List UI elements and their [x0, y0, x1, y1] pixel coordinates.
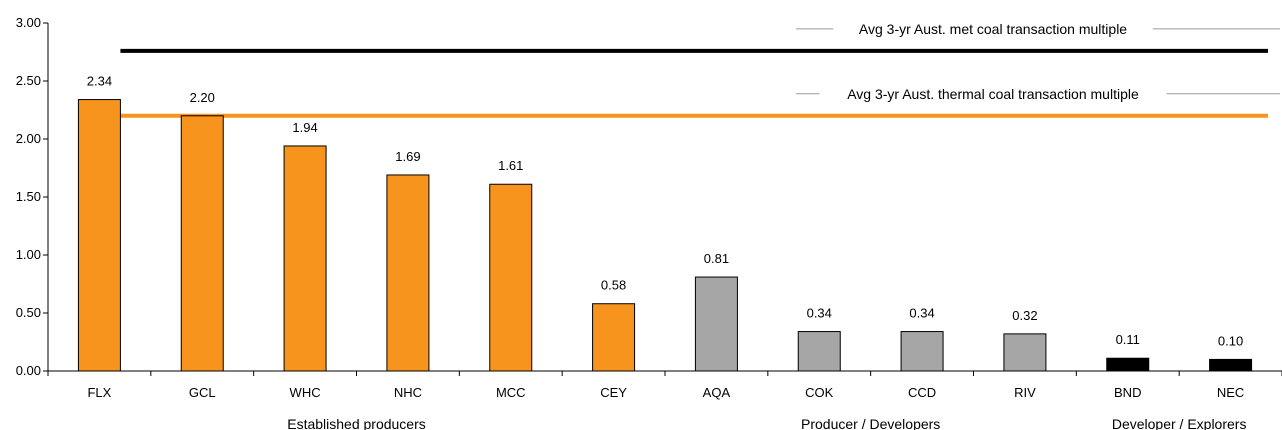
bar-whc	[283, 145, 327, 372]
bar-riv	[1003, 333, 1047, 372]
group-labels: Established producers Producer / Develope…	[287, 416, 1246, 430]
category-label: AQA	[703, 385, 731, 400]
reference-label: Avg 3-yr Aust. thermal coal transaction …	[847, 86, 1139, 102]
value-label: 2.20	[190, 90, 215, 105]
value-label: 0.11	[1116, 332, 1140, 347]
bars	[77, 99, 1253, 372]
value-label: 0.10	[1218, 333, 1243, 348]
category-label: GCL	[189, 385, 216, 400]
y-tick-label: 2.50	[16, 73, 41, 88]
bar-nhc	[386, 174, 430, 372]
y-tick-label: 0.50	[16, 305, 41, 320]
category-label: CCD	[908, 385, 936, 400]
category-label: BND	[1114, 385, 1141, 400]
value-label: 0.81	[704, 251, 729, 266]
y-tick-label: 1.00	[16, 247, 41, 262]
category-label: NHC	[394, 385, 422, 400]
bar-mcc	[489, 183, 533, 372]
chart-axes	[47, 23, 1282, 372]
bar-flx	[77, 99, 121, 372]
category-label: COK	[805, 385, 834, 400]
bar-cok	[797, 331, 841, 372]
bar-cey	[592, 303, 636, 372]
category-label: RIV	[1014, 385, 1036, 400]
value-labels: 2.34 2.20 1.94 1.69 1.61 0.58 0.81 0.34 0.34 0.32…	[87, 74, 1243, 349]
y-tick-label: 1.50	[16, 189, 41, 204]
y-axis-ticks: 0.00 0.50 1.00 1.50 2.00 2.50 3.00	[16, 15, 1282, 378]
value-label: 0.34	[807, 306, 832, 321]
reference-label-bg	[819, 83, 1167, 104]
y-tick-label: 0.00	[16, 363, 41, 378]
bar-aqa	[694, 276, 738, 372]
reference-lines: Avg 3-yr Aust. met coal transaction mult…	[120, 18, 1280, 118]
value-label: 0.32	[1012, 308, 1037, 323]
value-label: 1.69	[395, 149, 420, 164]
category-label: CEY	[600, 385, 627, 400]
value-label: 0.58	[601, 278, 626, 293]
bar-bnd	[1106, 357, 1150, 372]
value-label: 1.61	[498, 158, 523, 173]
category-label: NEC	[1217, 385, 1244, 400]
bar-ccd	[900, 331, 944, 372]
reference-label: Avg 3-yr Aust. met coal transaction mult…	[859, 21, 1127, 37]
category-labels: FLX GCL WHC NHC MCC CEY AQA COK CCD RIV BND NEC	[87, 385, 1244, 400]
category-label: FLX	[87, 385, 111, 400]
reference-label-bg	[833, 18, 1153, 39]
y-tick-label: 2.00	[16, 131, 41, 146]
bar-gcl	[180, 115, 224, 372]
category-label: WHC	[290, 385, 321, 400]
value-label: 2.34	[87, 74, 112, 89]
value-label: 1.94	[292, 120, 317, 135]
group-label: Developer / Explorers	[1112, 416, 1247, 430]
bar-nec	[1209, 358, 1253, 372]
y-tick-label: 3.00	[16, 15, 41, 30]
category-label: MCC	[496, 385, 526, 400]
group-label: Producer / Developers	[801, 416, 940, 430]
value-label: 0.34	[909, 306, 934, 321]
group-label: Established producers	[287, 416, 426, 430]
